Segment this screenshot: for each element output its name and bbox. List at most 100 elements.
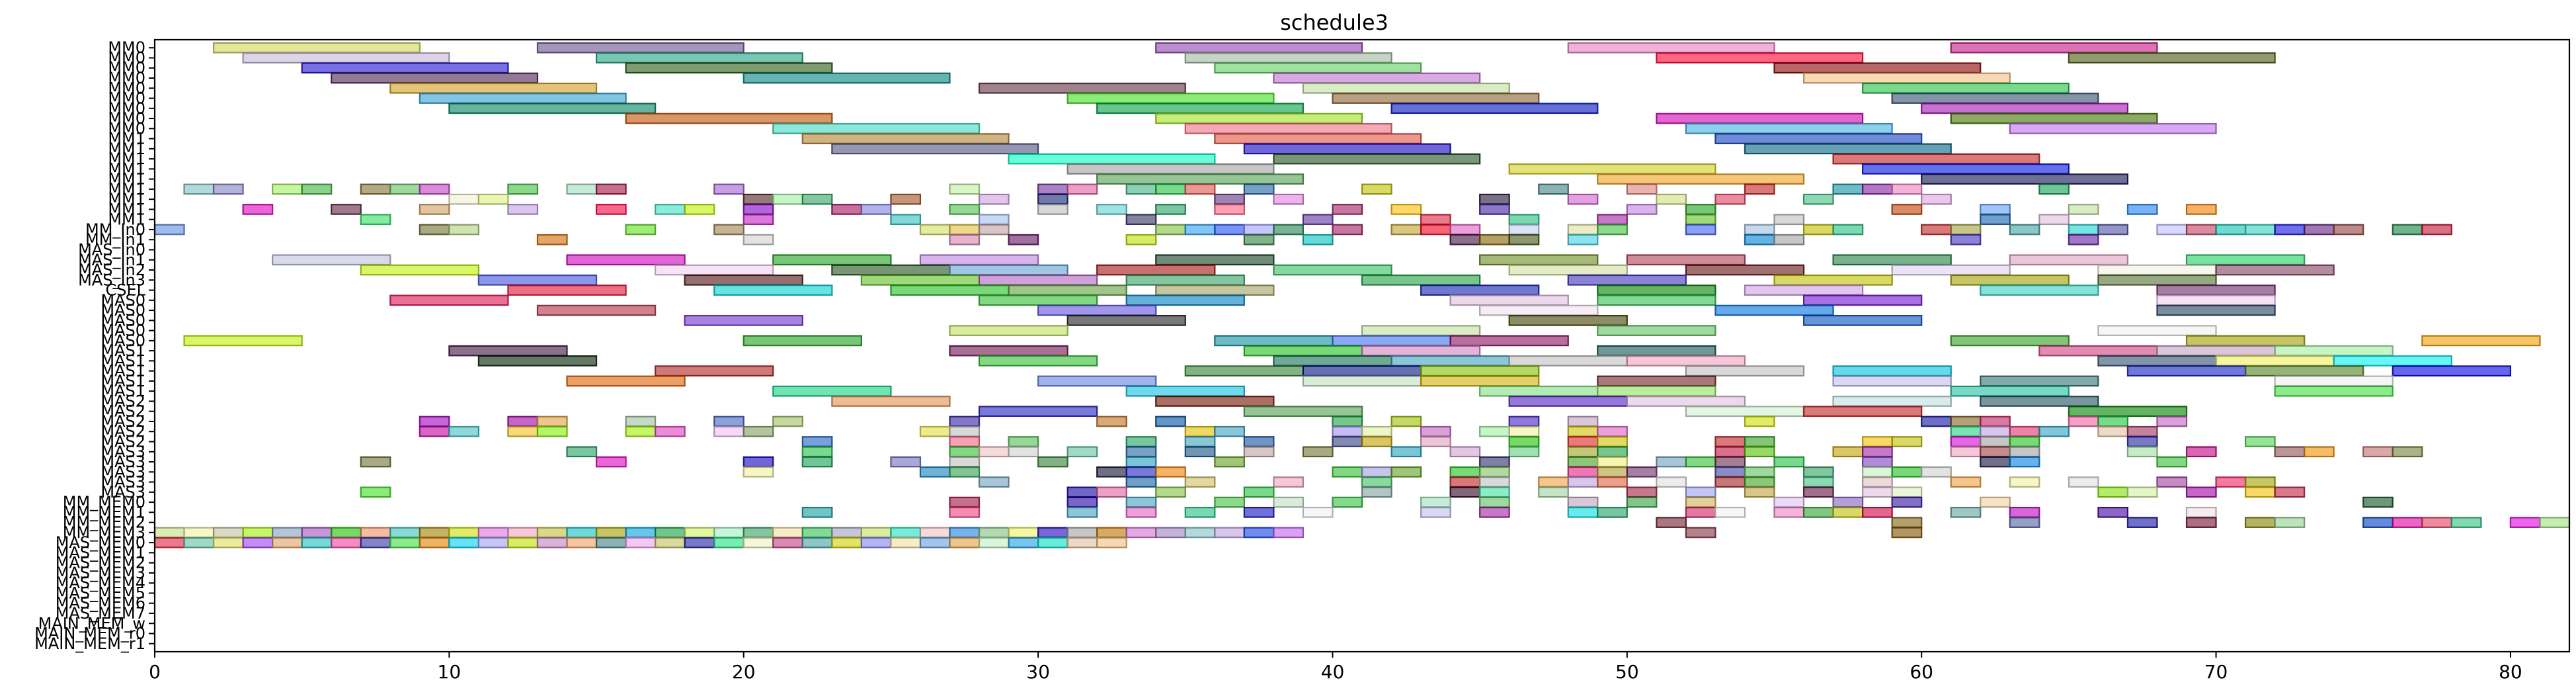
task-bar [212,527,244,539]
task-bar [713,425,745,437]
task-bar [1950,42,2158,54]
task-bar [978,193,1010,205]
task-bar [507,537,539,548]
task-bar [1744,486,1775,498]
task-bar [978,537,1010,548]
y-tick-label: MAS2 [101,422,145,441]
task-bar [1037,193,1068,205]
task-bar [153,537,185,548]
task-bar [1332,335,1451,347]
task-bar [1891,486,1923,498]
task-bar [1332,204,1363,215]
task-bar [1096,466,1127,478]
task-bar [625,224,657,236]
y-tick-label: MAS_MEM4 [56,574,145,592]
task-bar [2126,446,2158,458]
task-bar [1567,496,1599,508]
task-bar [153,527,185,539]
task-bar [1037,183,1068,195]
task-bar [625,416,657,427]
task-bar [1184,425,1216,437]
task-bar [2185,517,2217,528]
task-bar [1891,183,1923,195]
task-bar [1950,112,2158,124]
task-bar [2009,122,2217,134]
task-bar [1714,456,1746,468]
task-bar [831,264,951,276]
task-bar [1037,456,1068,468]
task-bar [684,204,715,215]
task-bar [331,537,362,548]
task-bar [1685,527,1716,539]
task-bar [1980,214,2011,226]
task-bar [1980,496,2011,508]
task-bar [2362,446,2394,458]
task-bar [536,234,568,245]
task-bar [978,446,1010,458]
task-bar [2009,436,2040,447]
task-bar [1096,537,1127,548]
task-bar [1125,436,1157,447]
task-bar [2392,446,2423,458]
task-bar [1390,446,1422,458]
task-bar [2244,436,2276,447]
task-bar [1832,224,1864,236]
task-bar [713,284,833,296]
task-bar [1980,375,2099,387]
task-bar [772,527,803,539]
task-bar [1508,446,1540,458]
task-bar [536,425,568,437]
x-tick-label: 0 [149,661,161,683]
task-bar [1125,294,1245,306]
task-bar [949,436,981,447]
task-bar [1567,436,1599,447]
task-bar [831,204,862,215]
task-bar [1950,425,1982,437]
task-bar [831,527,862,539]
task-bar [2097,507,2129,518]
task-bar [1714,446,1746,458]
task-bar [1449,486,1481,498]
task-bar [1067,446,1098,458]
task-bar [1685,224,1716,236]
task-bar [183,527,215,539]
task-bar [2097,355,2217,367]
task-bar [1302,214,1334,226]
task-bar [1214,62,1422,74]
y-tick-label: MAIN_MEM_r0 [34,625,145,643]
y-tick-label: MM0 [108,59,145,77]
task-bar [1096,103,1305,114]
task-bar [1980,425,2011,437]
task-bar [1302,375,1422,387]
task-bar [1773,274,1893,286]
task-bar [1950,335,2070,347]
y-tick-label: MM0 [108,99,145,118]
task-bar [1921,193,1952,205]
task-bar [389,537,421,548]
task-bar [212,42,421,54]
task-bar [1273,496,1305,508]
task-bar [949,537,981,548]
y-tick-label: MAS1 [101,351,145,370]
task-bar [1155,254,1275,266]
y-tick-label: MAS3 [101,453,145,471]
task-bar [595,204,627,215]
task-bar [655,425,686,437]
task-bar [2185,335,2306,347]
task-bar [1802,193,1834,205]
task-bar [1096,204,1127,215]
task-bar [1067,507,1098,518]
task-bar [1390,355,1510,367]
task-bar [1096,416,1127,427]
task-bar [713,183,745,195]
task-bar [1891,264,2011,276]
task-bar [1125,234,1157,245]
task-bar [360,527,391,539]
task-bar [1067,314,1186,326]
task-bar [1155,284,1275,296]
task-bar [978,476,1010,488]
task-bar [801,193,833,205]
task-bar [890,214,922,226]
task-bar [2421,224,2452,236]
task-bar [1332,224,1363,236]
